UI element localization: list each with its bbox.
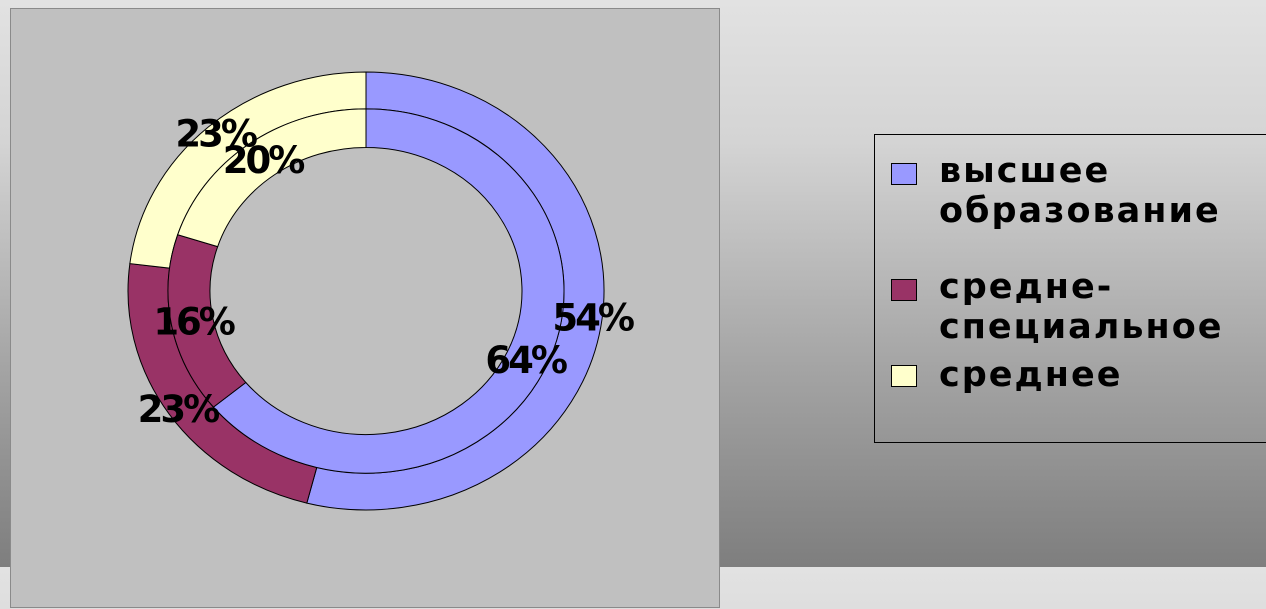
legend-label: высшее образование bbox=[939, 151, 1221, 231]
data-label-ring0-secondary-special: 23% bbox=[138, 388, 219, 431]
legend-swatch bbox=[891, 279, 917, 301]
legend-label: среднее bbox=[939, 355, 1123, 395]
legend-swatch bbox=[891, 365, 917, 387]
data-label-ring1-secondary-special: 16% bbox=[153, 300, 234, 343]
doughnut-slices bbox=[127, 71, 605, 511]
chart-plot-area: 54% 23% 23% 64% 16% 20% bbox=[10, 8, 720, 608]
legend-swatch bbox=[891, 163, 917, 185]
slice-ring1-higher-education bbox=[212, 108, 565, 474]
slice-ring1-secondary bbox=[177, 108, 367, 248]
data-label-ring1-secondary: 20% bbox=[223, 139, 304, 182]
doughnut-chart: 54% 23% 23% 64% 16% 20% bbox=[127, 71, 637, 511]
data-label-ring1-higher-education: 64% bbox=[485, 339, 566, 382]
data-label-ring0-secondary: 23% bbox=[175, 113, 256, 156]
data-label-ring0-higher-education: 54% bbox=[552, 296, 633, 339]
legend-label: средне- специальное bbox=[939, 267, 1224, 347]
chart-legend: высшее образование средне- специальное с… bbox=[874, 134, 1266, 443]
data-labels: 54% 23% 23% 64% 16% 20% bbox=[138, 113, 637, 431]
